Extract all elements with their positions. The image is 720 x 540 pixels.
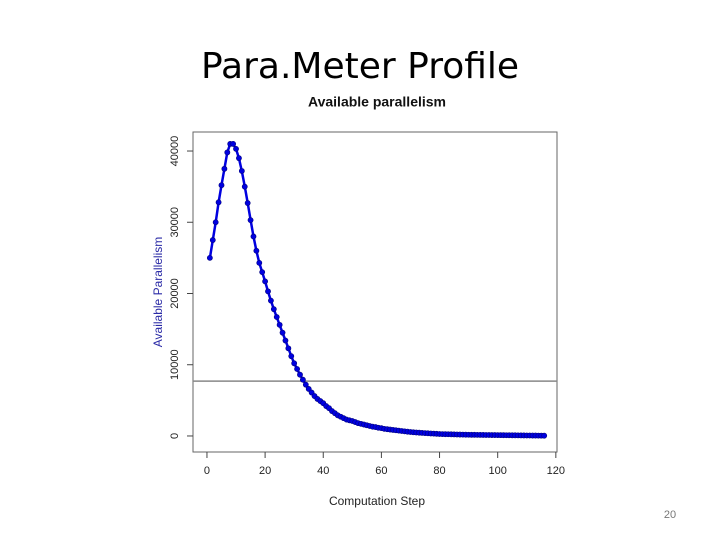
y-tick-label: 40000	[169, 136, 181, 167]
y-tick-label: 30000	[169, 207, 181, 238]
data-point	[294, 366, 300, 372]
data-point	[221, 165, 228, 172]
data-point	[541, 432, 548, 439]
x-tick-label: 60	[375, 465, 387, 477]
data-point	[212, 219, 219, 226]
x-axis-label: Computation Step	[329, 494, 425, 508]
x-tick-label: 80	[433, 465, 445, 477]
y-tick-label: 0	[169, 433, 181, 439]
data-point	[244, 200, 251, 206]
data-point	[268, 297, 274, 304]
data-point	[236, 155, 242, 162]
data-point	[302, 381, 309, 388]
y-tick-label: 20000	[169, 278, 181, 309]
y-tick-label: 10000	[169, 349, 181, 380]
data-point	[209, 237, 216, 243]
data-point	[233, 145, 239, 152]
data-point	[250, 233, 257, 240]
data-point	[241, 183, 248, 190]
x-tick-label: 120	[547, 465, 565, 477]
data-point	[230, 140, 237, 147]
data-line	[208, 142, 545, 437]
chart-title: Available parallelism	[308, 94, 446, 110]
data-point	[276, 321, 283, 328]
data-point	[253, 247, 260, 254]
data-point	[262, 278, 269, 285]
data-point	[224, 149, 231, 156]
data-point	[279, 329, 286, 336]
y-axis-label: Available Parallelism	[151, 237, 165, 348]
data-point	[288, 353, 295, 360]
data-point	[299, 376, 306, 383]
data-point	[297, 371, 303, 378]
slide-title: Para.Meter Profile	[201, 46, 519, 87]
data-point	[256, 259, 263, 266]
data-point	[218, 182, 225, 189]
data-point	[291, 360, 298, 367]
x-tick-label: 0	[204, 465, 210, 477]
data-point	[259, 269, 266, 276]
data-point	[265, 288, 271, 295]
data-point	[238, 168, 245, 174]
plot-frame	[192, 131, 558, 453]
x-tick-label: 40	[317, 465, 329, 477]
data-point	[247, 217, 254, 224]
x-tick-label: 20	[259, 465, 271, 477]
data-point	[285, 345, 292, 352]
data-point	[273, 314, 280, 320]
page-number: 20	[664, 509, 676, 521]
x-tick-label: 100	[489, 465, 507, 477]
data-point	[206, 254, 213, 261]
data-point	[215, 199, 222, 206]
data-point	[282, 337, 289, 344]
data-point	[270, 306, 277, 313]
